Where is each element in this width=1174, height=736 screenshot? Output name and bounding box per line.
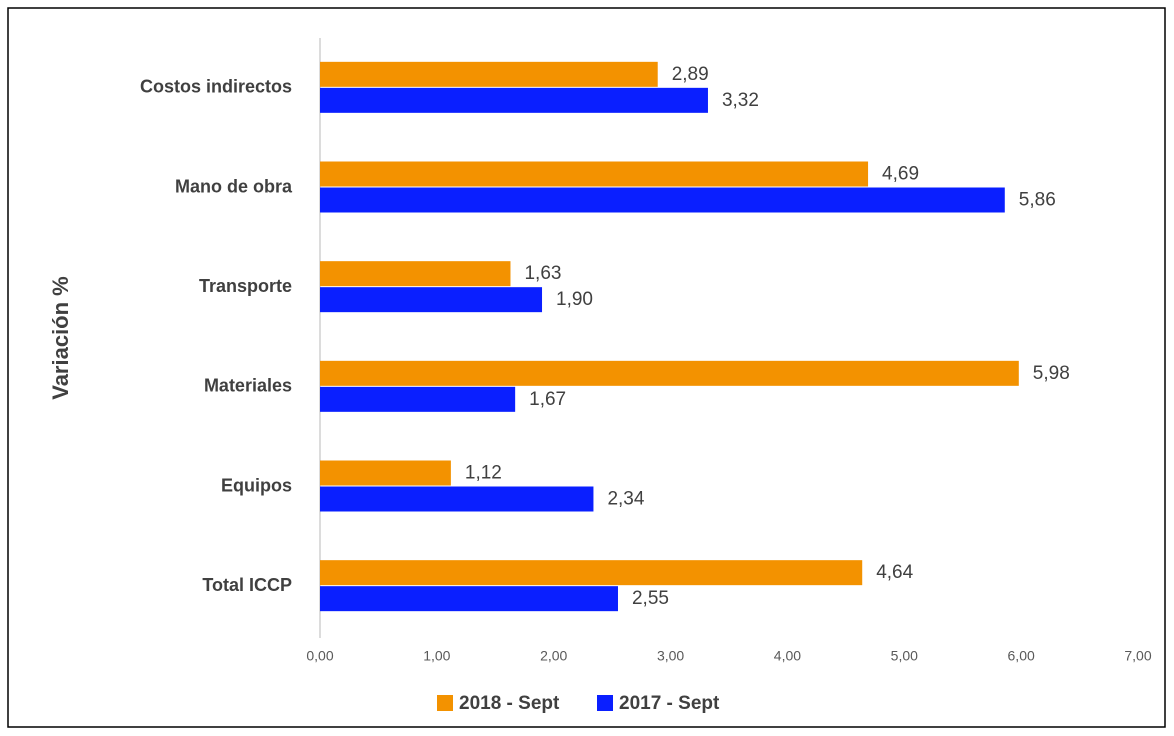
bar — [320, 287, 543, 313]
x-tick-label: 1,00 — [423, 648, 450, 664]
data-label: 2,55 — [632, 588, 669, 609]
category-label: Total ICCP — [202, 575, 292, 595]
x-tick-label: 0,00 — [306, 648, 333, 664]
data-label: 5,98 — [1033, 363, 1070, 384]
data-label: 1,12 — [465, 463, 502, 484]
x-tick-label: 2,00 — [540, 648, 567, 664]
category-label: Transporte — [199, 276, 292, 296]
data-label: 1,63 — [524, 263, 561, 284]
bar — [320, 360, 1019, 386]
x-tick-label: 4,00 — [774, 648, 801, 664]
data-label: 2,89 — [672, 64, 709, 85]
legend-swatch — [437, 695, 453, 711]
bar — [320, 87, 708, 113]
bar — [320, 386, 516, 412]
x-tick-label: 6,00 — [1008, 648, 1035, 664]
category-label: Materiales — [204, 376, 292, 396]
bar — [320, 61, 658, 87]
bar — [320, 486, 594, 512]
y-axis-title: Variación % — [48, 276, 73, 400]
data-label: 4,64 — [876, 562, 913, 583]
data-label: 1,90 — [556, 289, 593, 310]
category-label: Equipos — [221, 475, 292, 495]
bar — [320, 261, 511, 287]
bar — [320, 586, 618, 612]
category-label: Costos indirectos — [140, 77, 292, 97]
data-label: 2,34 — [607, 489, 644, 510]
data-label: 4,69 — [882, 164, 919, 185]
data-label: 5,86 — [1019, 190, 1056, 211]
x-tick-label: 5,00 — [891, 648, 918, 664]
data-label: 3,32 — [722, 90, 759, 111]
category-label: Mano de obra — [175, 176, 293, 196]
legend-label: 2017 - Sept — [619, 693, 720, 714]
bar — [320, 560, 863, 586]
bar — [320, 460, 451, 486]
legend-swatch — [597, 695, 613, 711]
bar — [320, 161, 869, 187]
bar — [320, 187, 1005, 213]
x-tick-label: 3,00 — [657, 648, 684, 664]
data-label: 1,67 — [529, 389, 566, 410]
x-tick-label: 7,00 — [1124, 648, 1151, 664]
legend-label: 2018 - Sept — [459, 693, 560, 714]
